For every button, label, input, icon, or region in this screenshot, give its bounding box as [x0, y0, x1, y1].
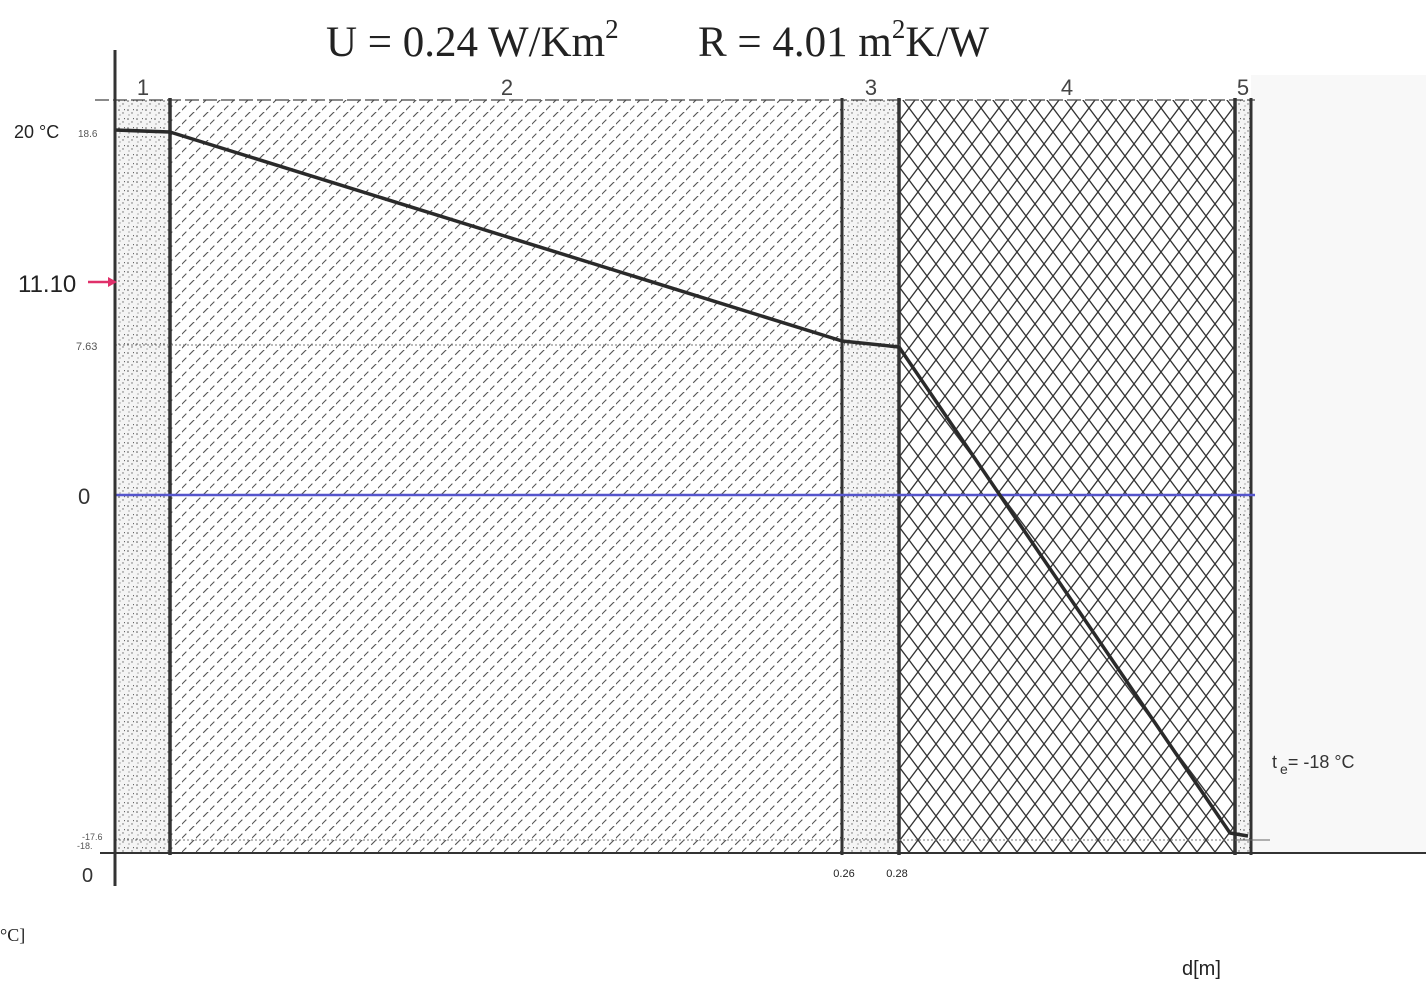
chart-title-u: U = 0.24 W/Km2 — [326, 14, 619, 66]
label-outer-surface-b: -18. — [77, 841, 93, 851]
layer-number-3: 3 — [865, 75, 877, 100]
label-interface-temperature: 7.63 — [76, 341, 97, 353]
label-outer-surface-a: -17.6 — [82, 832, 103, 842]
wall-section — [95, 75, 1426, 855]
label-inner-surface-temperature: 18.6 — [78, 129, 98, 140]
label-zero: 0 — [78, 484, 90, 509]
x-axis-unit-label: d[m] — [1182, 958, 1221, 980]
axes — [100, 50, 1426, 886]
layer-1-fill — [115, 100, 170, 853]
label-interior-temperature: 20 °C — [14, 122, 59, 142]
x-tick-label-a: 0.26 — [833, 868, 854, 880]
exterior-temperature-label: t e= -18 °C — [1272, 752, 1355, 777]
layer-number-5: 5 — [1237, 75, 1249, 100]
x-tick-label-b: 0.28 — [886, 868, 907, 880]
layer-4-fill — [899, 100, 1235, 853]
layer-number-2: 2 — [501, 75, 513, 100]
chart-title-r: R = 4.01 m2K/W — [698, 14, 989, 66]
layer-5-fill — [1235, 100, 1251, 853]
layer-number-1: 1 — [137, 75, 149, 100]
exterior-area — [1251, 75, 1426, 853]
temperature-profile-line — [114, 128, 1249, 838]
layer-2-fill — [170, 100, 842, 853]
layer-3-fill — [842, 100, 899, 853]
y-axis-unit-label: °C] — [0, 925, 25, 945]
marker-arrow-icon — [88, 277, 117, 287]
label-marker-temperature: 11.10 — [18, 271, 76, 298]
layer-number-4: 4 — [1061, 75, 1073, 100]
label-origin: 0 — [82, 865, 93, 887]
guide-lines — [115, 344, 1270, 841]
